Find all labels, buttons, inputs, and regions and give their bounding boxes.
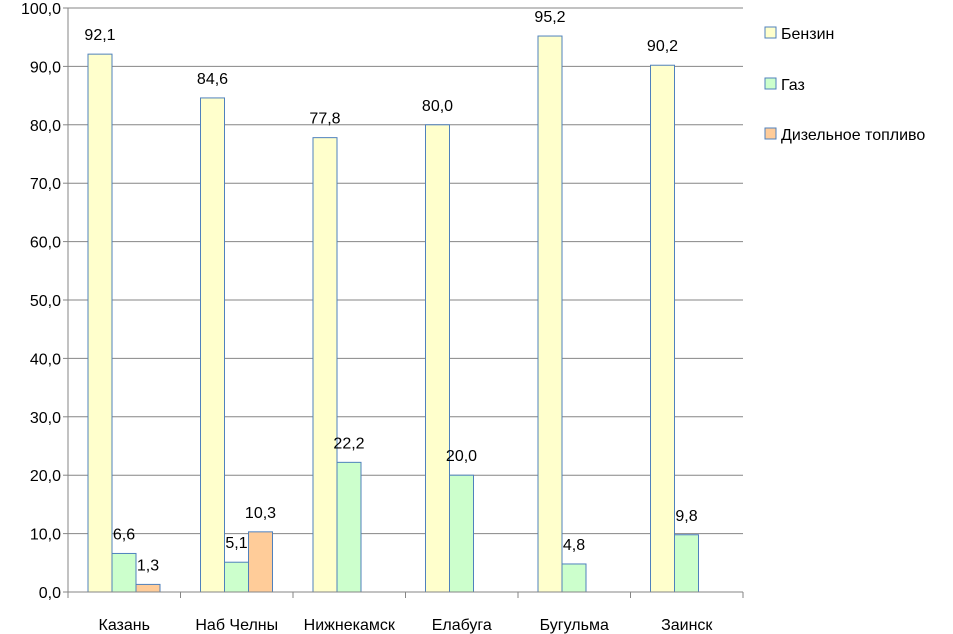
- y-tick-label: 30,0: [30, 410, 61, 427]
- legend: Бензин Газ Дизельное топливо: [764, 26, 925, 144]
- y-tick-label: 100,0: [21, 1, 61, 18]
- bar: [248, 531, 273, 593]
- bar: [425, 124, 450, 593]
- y-tick-label: 80,0: [30, 118, 61, 135]
- data-label: 10,3: [245, 505, 276, 522]
- data-label: 80,0: [422, 98, 453, 115]
- x-category-label: Елабуга: [432, 617, 492, 634]
- y-tick-label: 90,0: [30, 59, 61, 76]
- x-category-label: Нижнекамск: [304, 617, 396, 634]
- bar: [336, 461, 362, 593]
- x-category-label: Бугульма: [540, 617, 609, 634]
- x-category-label: Казань: [99, 617, 150, 634]
- data-label: 22,2: [333, 435, 364, 452]
- x-axis: Казань Наб Челны Нижнекамск Елабуга Бугульма…: [67, 591, 744, 634]
- bar: [224, 561, 249, 593]
- data-label: 92,1: [84, 27, 115, 44]
- data-label: 20,0: [446, 448, 477, 465]
- data-label: 95,2: [534, 9, 565, 26]
- y-tick-label: 50,0: [30, 293, 61, 310]
- x-category-label: Наб Челны: [195, 617, 278, 634]
- legend-swatch: [764, 26, 777, 39]
- bar: [650, 64, 675, 593]
- data-label: 9,8: [675, 508, 697, 525]
- bar: [674, 534, 699, 593]
- y-tick-label: 40,0: [30, 351, 61, 368]
- data-label: 77,8: [309, 111, 340, 128]
- bar: [449, 474, 474, 593]
- bar: [537, 35, 563, 593]
- data-label: 90,2: [647, 38, 678, 55]
- bar: [200, 97, 225, 593]
- y-axis: 0,0 10,0 20,0 30,0 40,0 50,0 60,0 70,0 80,0 90,0 1…: [21, 1, 69, 602]
- y-tick-label: 60,0: [30, 235, 61, 252]
- bar: [312, 137, 338, 593]
- gridlines: [68, 7, 743, 593]
- data-label: 6,6: [113, 526, 135, 543]
- bar: [135, 583, 161, 593]
- legend-label: Бензин: [781, 26, 834, 43]
- bar: [87, 53, 113, 593]
- y-tick-label: 10,0: [30, 527, 61, 544]
- y-tick-label: 20,0: [30, 468, 61, 485]
- data-label: 4,8: [563, 537, 585, 554]
- legend-swatch: [764, 77, 777, 90]
- bars: [87, 35, 699, 593]
- legend-label: Газ: [781, 77, 805, 94]
- data-label: 5,1: [225, 535, 247, 552]
- y-tick-label: 0,0: [39, 585, 61, 602]
- bar: [111, 552, 137, 593]
- bar: [561, 563, 587, 593]
- data-label: 84,6: [197, 71, 228, 88]
- data-label: 1,3: [137, 557, 159, 574]
- legend-swatch: [764, 127, 777, 140]
- x-category-label: Заинск: [661, 617, 713, 634]
- data-labels: 92,1 6,61,3 84,6 5,1 10,3 77,8 22,2 80,0 20,0 95,…: [84, 9, 697, 574]
- y-tick-label: 70,0: [30, 176, 61, 193]
- legend-label: Дизельное топливо: [781, 127, 925, 144]
